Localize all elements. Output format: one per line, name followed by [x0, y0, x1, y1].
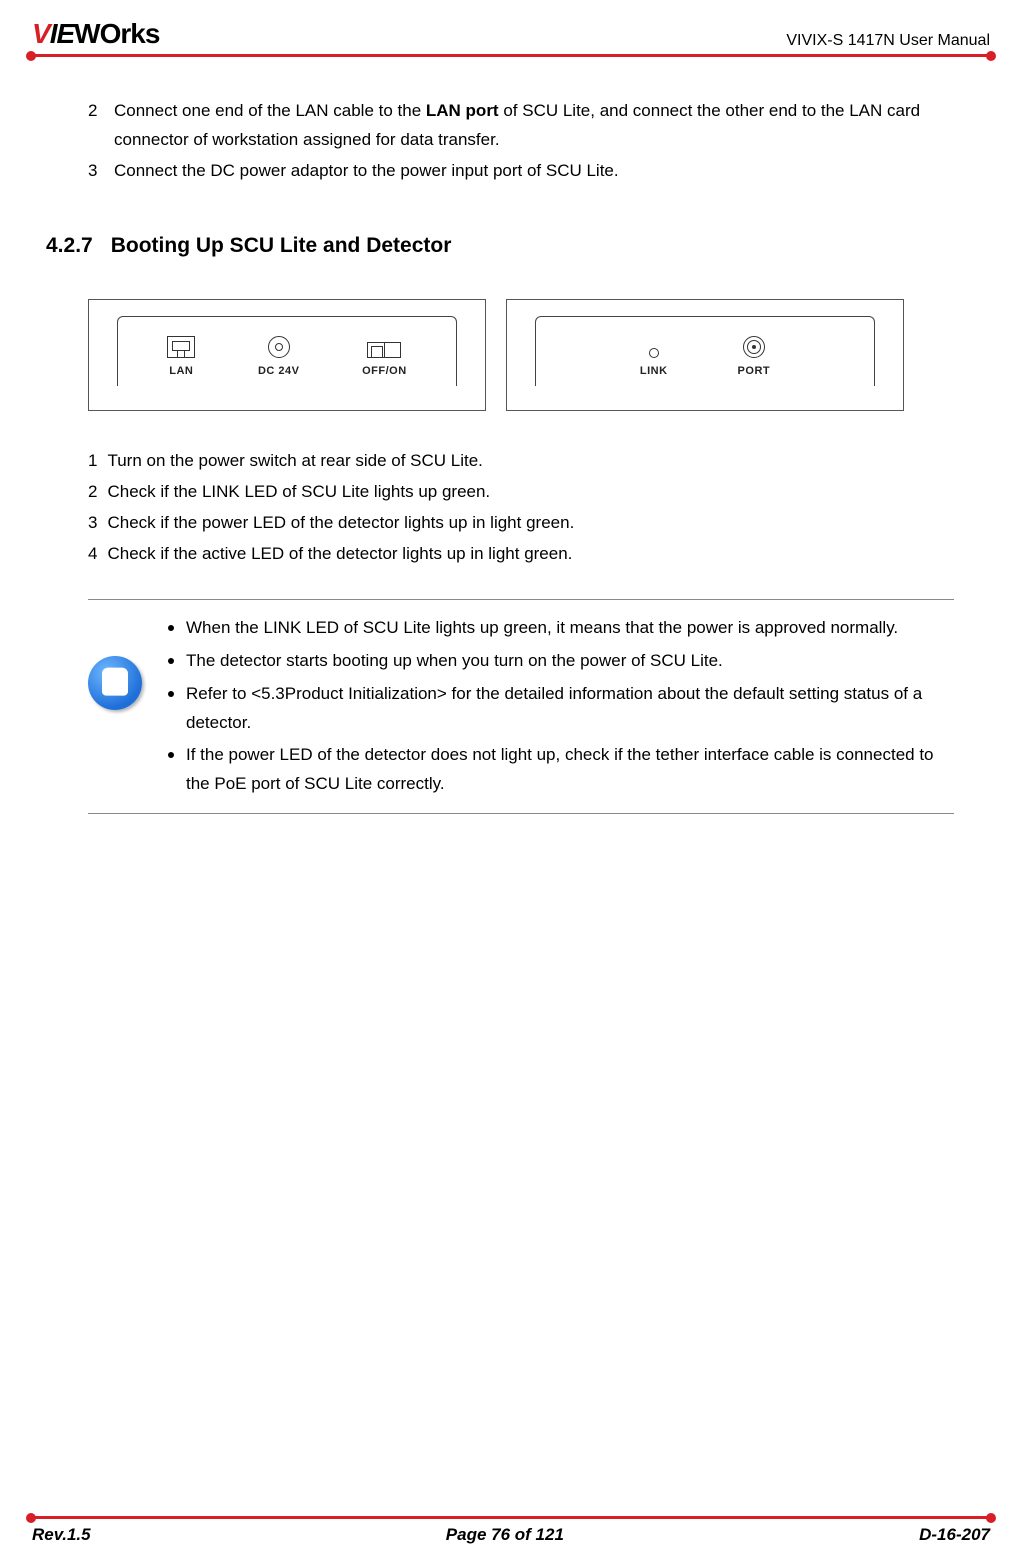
footer-rule — [28, 1516, 994, 1519]
diagram-panel-right: LINK PORT — [506, 299, 904, 411]
section-title: Booting Up SCU Lite and Detector — [111, 228, 452, 264]
step-number: 1 — [88, 447, 97, 476]
step-number: 2 — [88, 97, 104, 155]
dc-icon — [268, 336, 290, 358]
header: VIEWOrks VIVIX-S 1417N User Manual — [28, 18, 994, 52]
footer-row: Rev.1.5 Page 76 of 121 D-16-207 — [28, 1525, 994, 1545]
boot-step: 1 Turn on the power switch at rear side o… — [88, 447, 954, 476]
step-number: 4 — [88, 540, 97, 569]
doc-title: VIVIX-S 1417N User Manual — [786, 32, 990, 50]
step-text: Connect the DC power adaptor to the powe… — [114, 157, 619, 186]
step-number: 3 — [88, 509, 97, 538]
boot-steps: 1 Turn on the power switch at rear side o… — [46, 447, 954, 569]
boot-step: 4 Check if the active LED of the detector… — [88, 540, 954, 569]
port: LAN — [167, 336, 195, 381]
footer-doc: D-16-207 — [919, 1525, 990, 1545]
port: PORT — [738, 336, 771, 381]
intro-steps: 2 Connect one end of the LAN cable to th… — [46, 97, 954, 186]
note-item: Refer to <5.3Product Initialization> for… — [166, 680, 944, 738]
intro-step: 3 Connect the DC power adaptor to the po… — [88, 157, 954, 186]
step-text-pre: Connect one end of the LAN cable to the — [114, 101, 426, 120]
content: 2 Connect one end of the LAN cable to th… — [28, 57, 994, 814]
step-text-bold: LAN port — [426, 101, 499, 120]
port: DC 24V — [258, 336, 300, 381]
step-text: Check if the active LED of the detector … — [107, 540, 572, 569]
header-rule — [28, 54, 994, 57]
lan-icon — [167, 336, 195, 358]
logo: VIEWOrks — [32, 18, 159, 50]
port-label: DC 24V — [258, 362, 300, 381]
step-text: Turn on the power switch at rear side of… — [107, 447, 482, 476]
intro-step: 2 Connect one end of the LAN cable to th… — [88, 97, 954, 155]
footer: Rev.1.5 Page 76 of 121 D-16-207 — [28, 1516, 994, 1545]
diagram-panel-left: LAN DC 24V OFF/ON — [88, 299, 486, 411]
logo-v: V — [32, 18, 50, 49]
step-number: 2 — [88, 478, 97, 507]
boot-step: 2 Check if the LINK LED of SCU Lite light… — [88, 478, 954, 507]
logo-works: WOrks — [74, 18, 159, 49]
port-label: PORT — [738, 362, 771, 381]
step-number: 3 — [88, 157, 104, 186]
note-icon — [88, 656, 142, 710]
footer-page: Page 76 of 121 — [446, 1525, 564, 1545]
device-outline: LINK PORT — [535, 316, 875, 386]
step-text: Connect one end of the LAN cable to the … — [114, 97, 954, 155]
page: VIEWOrks VIVIX-S 1417N User Manual 2 Con… — [0, 0, 1022, 814]
note-icon-hand — [102, 668, 128, 696]
port-label: LINK — [640, 362, 668, 381]
port: LINK — [640, 348, 668, 381]
connector-icon — [743, 336, 765, 358]
note-box: When the LINK LED of SCU Lite lights up … — [88, 599, 954, 814]
note-list: When the LINK LED of SCU Lite lights up … — [166, 610, 950, 803]
footer-rev: Rev.1.5 — [32, 1525, 91, 1545]
note-item: The detector starts booting up when you … — [166, 647, 944, 676]
port-label: OFF/ON — [362, 362, 407, 381]
section-heading: 4.2.7 Booting Up SCU Lite and Detector — [46, 228, 954, 264]
switch-icon — [367, 342, 401, 358]
diagram-row: LAN DC 24V OFF/ON LINK — [46, 299, 954, 411]
note-item: When the LINK LED of SCU Lite lights up … — [166, 614, 944, 643]
section-number: 4.2.7 — [46, 228, 93, 264]
step-text: Check if the power LED of the detector l… — [107, 509, 574, 538]
note-item: If the power LED of the detector does no… — [166, 741, 944, 799]
port-label: LAN — [169, 362, 193, 381]
logo-ie: IE — [50, 18, 74, 49]
device-outline: LAN DC 24V OFF/ON — [117, 316, 457, 386]
step-text: Check if the LINK LED of SCU Lite lights… — [107, 478, 490, 507]
port: OFF/ON — [362, 342, 407, 381]
boot-step: 3 Check if the power LED of the detector … — [88, 509, 954, 538]
led-icon — [649, 348, 659, 358]
